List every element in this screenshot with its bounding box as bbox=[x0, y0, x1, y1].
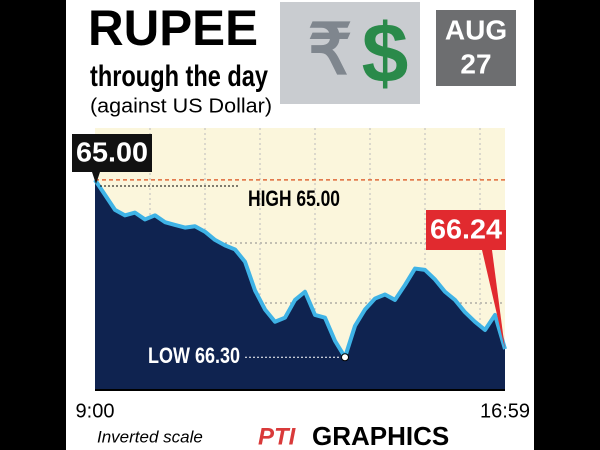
open-pointer bbox=[92, 172, 100, 184]
close-label: 66.24 bbox=[430, 213, 502, 244]
low-point bbox=[341, 353, 349, 362]
line bbox=[93, 178, 507, 360]
source-logo: PTI bbox=[258, 423, 297, 450]
date-box bbox=[436, 10, 516, 86]
dollar-symbol: $ bbox=[362, 6, 409, 100]
area bbox=[95, 179, 505, 390]
subtitle: through the day bbox=[90, 60, 268, 93]
x-tick-label: 16:59 bbox=[480, 400, 530, 422]
x-tick-label: 9:00 bbox=[76, 400, 115, 422]
low-label: LOW 66.30 bbox=[148, 343, 240, 368]
note: Inverted scale bbox=[97, 427, 203, 446]
open-box bbox=[72, 134, 152, 172]
close-box bbox=[426, 210, 506, 250]
chart-title: RUPEE bbox=[88, 0, 258, 56]
symbols-image bbox=[280, 2, 420, 104]
rupee-symbol: ₹ bbox=[308, 10, 353, 88]
open-label: 65.00 bbox=[76, 136, 148, 167]
source: GRAPHICS bbox=[312, 421, 449, 450]
high-label: HIGH 65.00 bbox=[248, 186, 340, 211]
close-pointer bbox=[482, 250, 505, 350]
subtitle2: (against US Dollar) bbox=[90, 95, 272, 117]
date-day: 27 bbox=[460, 48, 491, 79]
date-month: AUG bbox=[445, 14, 507, 45]
